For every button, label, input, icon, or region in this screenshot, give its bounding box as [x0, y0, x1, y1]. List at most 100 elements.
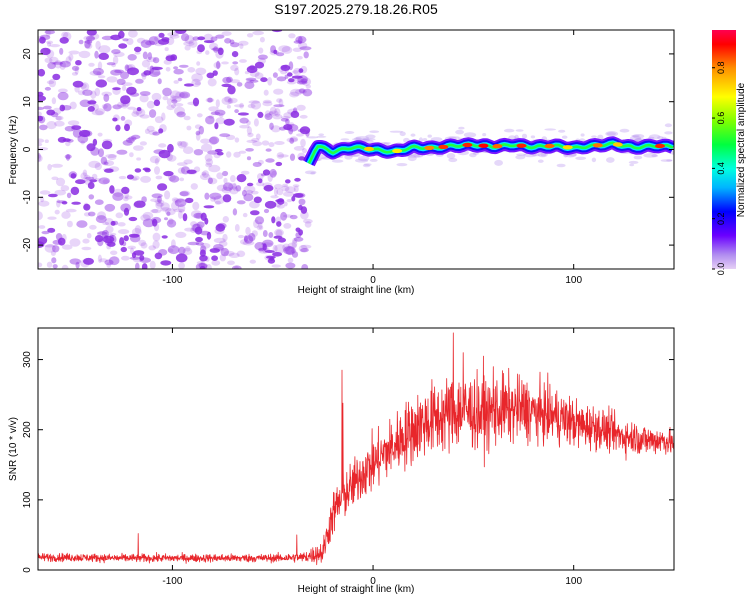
noise-blob	[273, 49, 278, 55]
noise-blob	[282, 243, 291, 252]
noise-blob	[287, 108, 298, 115]
noise-blob	[84, 178, 93, 186]
haze-blob	[407, 154, 421, 158]
noise-blob	[239, 59, 247, 63]
noise-blob	[142, 218, 155, 228]
noise-blob	[55, 116, 62, 121]
noise-blob	[92, 138, 98, 146]
noise-blob	[219, 113, 224, 118]
noise-blob	[187, 241, 200, 246]
noise-blob	[154, 43, 164, 47]
noise-blob	[55, 177, 66, 187]
noise-blob	[52, 73, 61, 81]
noise-blob	[121, 82, 133, 86]
noise-blob	[217, 47, 224, 56]
noise-blob	[193, 149, 204, 156]
noise-blob	[38, 142, 43, 147]
noise-blob	[38, 262, 43, 268]
noise-blob	[59, 60, 71, 68]
noise-blob	[119, 237, 125, 246]
noise-blob	[273, 183, 283, 190]
noise-blob	[300, 65, 308, 74]
noise-blob	[61, 264, 69, 269]
noise-blob	[218, 240, 228, 247]
noise-blob	[94, 87, 101, 97]
noise-blob	[196, 221, 205, 228]
noise-blob	[173, 198, 186, 202]
haze-blob	[651, 154, 659, 158]
noise-blob	[110, 220, 116, 226]
ridge-hotspot	[655, 143, 665, 149]
y-tick-label: 200	[22, 421, 33, 438]
noise-blob	[213, 195, 225, 205]
noise-blob	[276, 76, 287, 82]
noise-blob	[222, 170, 229, 177]
noise-blob	[228, 252, 240, 258]
noise-blob	[97, 132, 103, 137]
noise-blob	[89, 224, 97, 230]
noise-blob	[171, 197, 179, 203]
noise-blob	[76, 220, 88, 228]
noise-blob	[192, 97, 200, 107]
noise-blob	[288, 61, 294, 71]
noise-blob	[162, 96, 169, 101]
noise-blob	[293, 146, 305, 151]
noise-blob	[87, 211, 96, 217]
noise-blob	[51, 257, 57, 264]
noise-blob	[210, 36, 218, 42]
noise-blob	[239, 102, 244, 109]
noise-blob	[62, 31, 72, 41]
y-tick-label: -10	[22, 190, 33, 205]
noise-blob	[177, 167, 186, 174]
noise-blob	[125, 64, 133, 70]
haze-blob	[306, 136, 319, 139]
haze-blob	[436, 154, 444, 157]
noise-blob	[271, 30, 283, 33]
noise-blob	[154, 158, 159, 165]
noise-blob	[191, 73, 203, 82]
noise-blob	[277, 154, 289, 158]
noise-blob	[276, 98, 282, 103]
noise-blob	[234, 137, 240, 143]
noise-blob	[57, 91, 69, 101]
noise-blob	[142, 211, 154, 220]
x-tick-label: -100	[162, 275, 182, 286]
noise-blob	[126, 86, 137, 95]
noise-blob	[246, 78, 254, 84]
noise-blob	[147, 52, 152, 61]
noise-blob	[180, 141, 189, 148]
noise-blob	[131, 111, 139, 117]
noise-blob	[274, 141, 285, 145]
noise-blob	[75, 60, 82, 66]
noise-blob	[175, 253, 188, 263]
noise-blob	[208, 177, 213, 184]
noise-blob	[141, 263, 148, 269]
noise-blob	[127, 245, 136, 250]
noise-blob	[298, 244, 308, 253]
snr-frame	[37, 327, 675, 571]
noise-blob	[282, 183, 289, 188]
noise-blob	[38, 68, 46, 77]
noise-blob	[123, 235, 129, 242]
noise-blob	[178, 262, 185, 269]
noise-blob	[92, 67, 104, 76]
haze-blob	[515, 155, 526, 160]
colorbar-gradient	[712, 30, 736, 269]
noise-blob	[102, 179, 110, 184]
noise-blob	[173, 68, 184, 75]
noise-blob	[221, 83, 232, 88]
noise-blob	[283, 246, 295, 255]
noise-blob	[179, 91, 191, 99]
noise-blob	[215, 49, 224, 59]
noise-blob	[114, 69, 124, 74]
noise-blob	[178, 246, 186, 255]
x-tick-label: -100	[162, 576, 182, 587]
noise-blob	[65, 208, 77, 213]
noise-blob	[200, 230, 210, 236]
noise-blob	[67, 120, 80, 126]
noise-blob	[271, 170, 277, 176]
noise-blob	[71, 124, 76, 132]
haze-blob	[597, 134, 604, 140]
noise-blob	[44, 243, 56, 253]
noise-blob	[46, 121, 57, 130]
